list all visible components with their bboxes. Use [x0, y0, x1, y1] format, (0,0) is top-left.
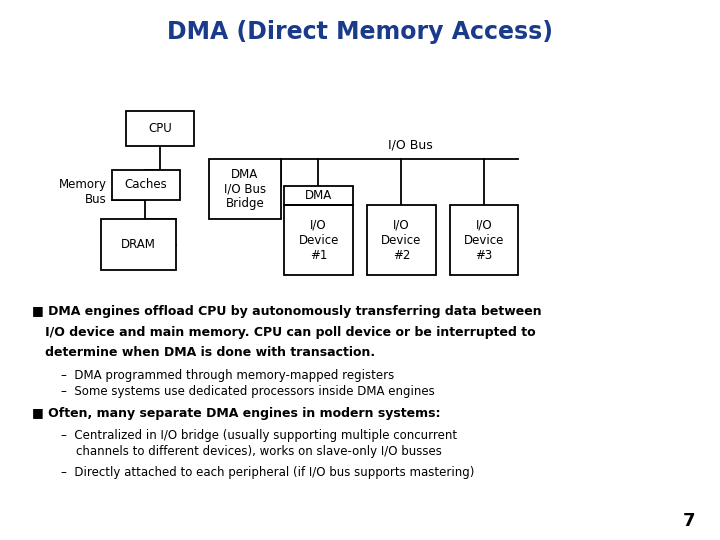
Text: DRAM: DRAM — [121, 238, 156, 251]
Text: Caches: Caches — [125, 178, 167, 192]
Text: –  Centralized in I/O bridge (usually supporting multiple concurrent: – Centralized in I/O bridge (usually sup… — [61, 429, 457, 442]
Text: channels to different devices), works on slave-only I/O busses: channels to different devices), works on… — [61, 446, 442, 458]
Text: I/O
Device
#2: I/O Device #2 — [381, 219, 422, 262]
Bar — [209, 159, 281, 219]
Text: –  DMA programmed through memory-mapped registers: – DMA programmed through memory-mapped r… — [61, 369, 395, 382]
Bar — [126, 111, 194, 146]
Text: ■ Often, many separate DMA engines in modern systems:: ■ Often, many separate DMA engines in mo… — [32, 407, 441, 420]
Text: determine when DMA is done with transaction.: determine when DMA is done with transact… — [32, 346, 376, 359]
Text: I/O
Device
#1: I/O Device #1 — [298, 219, 339, 262]
Text: –  Directly attached to each peripheral (if I/O bus supports mastering): – Directly attached to each peripheral (… — [61, 466, 474, 479]
Bar — [367, 205, 436, 275]
Text: DMA: DMA — [305, 189, 332, 202]
Text: I/O device and main memory. CPU can poll device or be interrupted to: I/O device and main memory. CPU can poll… — [32, 326, 536, 339]
Text: I/O
Device
#3: I/O Device #3 — [464, 219, 505, 262]
Text: I/O Bus: I/O Bus — [388, 138, 433, 151]
Text: CPU: CPU — [148, 122, 172, 135]
Bar — [284, 205, 353, 275]
Bar — [112, 170, 180, 200]
Bar — [284, 186, 353, 205]
Text: Memory
Bus: Memory Bus — [58, 178, 107, 206]
Text: DMA (Direct Memory Access): DMA (Direct Memory Access) — [167, 21, 553, 44]
Text: 7: 7 — [683, 512, 695, 530]
Text: ■ DMA engines offload CPU by autonomously transferring data between: ■ DMA engines offload CPU by autonomousl… — [32, 305, 542, 318]
Text: –  Some systems use dedicated processors inside DMA engines: – Some systems use dedicated processors … — [61, 385, 435, 398]
Text: DMA
I/O Bus
Bridge: DMA I/O Bus Bridge — [224, 167, 266, 211]
Bar — [450, 205, 518, 275]
Bar — [101, 219, 176, 270]
